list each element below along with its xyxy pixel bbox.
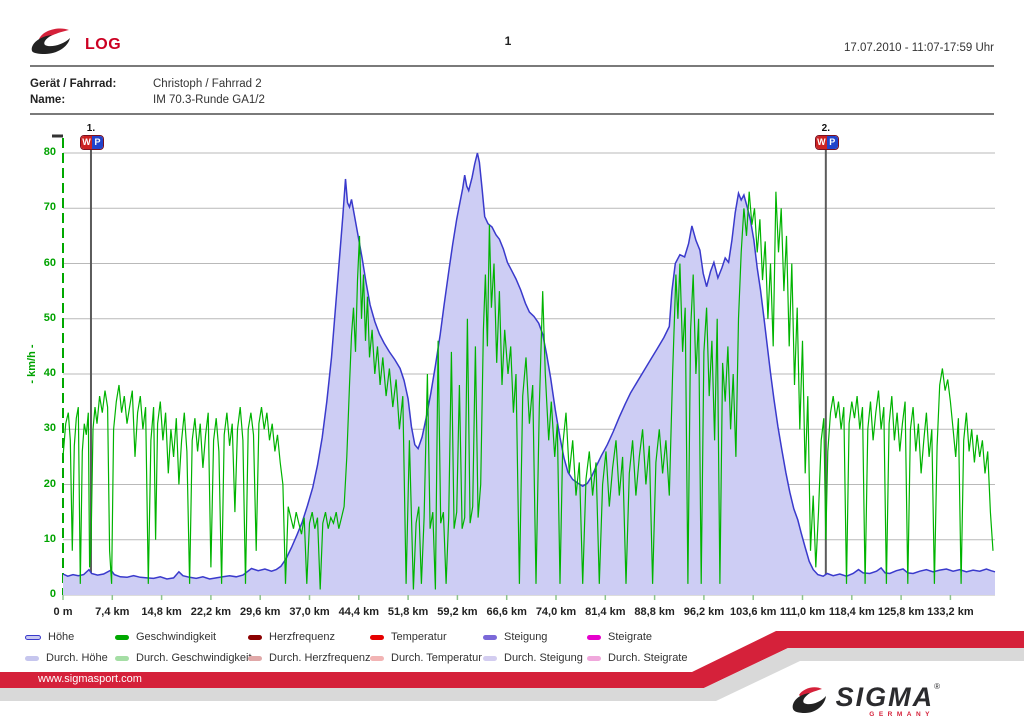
device-value: Christoph / Fahrrad 2 bbox=[153, 78, 262, 90]
legend-label: Durch. Steigrate bbox=[608, 652, 688, 664]
legend-swatch bbox=[115, 634, 129, 640]
y-axis-title: - km/h - bbox=[26, 344, 38, 384]
legend-item: Durch. Herzfrequenz bbox=[248, 652, 371, 664]
legend-label: Durch. Herzfrequenz bbox=[269, 652, 371, 664]
x-tick-label: 66,6 km bbox=[486, 606, 527, 618]
header-divider bbox=[30, 65, 994, 67]
legend-item: Steigrate bbox=[587, 631, 652, 643]
legend-swatch bbox=[587, 634, 601, 640]
waypoint-number: 1. bbox=[86, 123, 96, 134]
device-label: Gerät / Fahrrad: bbox=[30, 78, 117, 90]
x-tick-label: 111,0 km bbox=[779, 606, 826, 618]
x-tick-label: 96,2 km bbox=[683, 606, 725, 618]
x-tick-label: 103,6 km bbox=[729, 606, 777, 618]
x-tick-label: 37,0 km bbox=[289, 606, 330, 618]
x-tick-label: 133,2 km bbox=[927, 606, 974, 618]
legend-swatch bbox=[483, 634, 497, 640]
legend-item: Steigung bbox=[483, 631, 547, 643]
x-tick-label: 59,2 km bbox=[437, 606, 478, 618]
x-tick-label: 88,8 km bbox=[634, 606, 675, 618]
legend-swatch bbox=[248, 634, 262, 640]
legend-item: Geschwindigkeit bbox=[115, 631, 216, 643]
x-tick-label: 74,0 km bbox=[535, 606, 577, 618]
elevation-line bbox=[62, 152, 996, 580]
legend-swatch bbox=[370, 655, 384, 661]
waypoint-badge-w: W bbox=[80, 136, 92, 149]
legend-item: Herzfrequenz bbox=[248, 631, 335, 643]
elevation-area bbox=[63, 153, 995, 595]
legend-label: Durch. Geschwindigkeit bbox=[136, 652, 252, 664]
legend-item: Durch. Höhe bbox=[25, 652, 108, 664]
legend-swatch bbox=[587, 655, 601, 661]
sigma-logo-icon bbox=[31, 28, 70, 54]
page-number: 1 bbox=[504, 34, 512, 48]
page-title: LOG bbox=[85, 36, 122, 53]
y-tick-label: 30 bbox=[43, 422, 56, 435]
waypoint-badge-p: P bbox=[91, 136, 103, 149]
legend-swatch bbox=[370, 634, 384, 640]
sigma-footer-wordmark: SIGMA® GERMANY bbox=[835, 682, 940, 718]
y-tick-label: 60 bbox=[43, 256, 56, 269]
y-tick-label: 0 bbox=[49, 588, 56, 600]
brand-name: SIGMA bbox=[835, 682, 935, 712]
waypoint-badge-p: P bbox=[826, 136, 838, 149]
sigma-footer-logo: SIGMA® GERMANY bbox=[790, 682, 940, 718]
legend-label: Durch. Höhe bbox=[46, 652, 108, 664]
x-tick-label: 44,4 km bbox=[338, 606, 379, 618]
footer-swoosh-band bbox=[0, 631, 1024, 701]
legend-item: Durch. Steigrate bbox=[587, 652, 687, 664]
x-tick-label: 51,8 km bbox=[387, 606, 429, 618]
x-tick-label: 14,8 km bbox=[141, 606, 182, 618]
header-datetime: 17.07.2010 - 11:07-17:59 Uhr bbox=[843, 42, 994, 54]
legend-item: Höhe bbox=[25, 631, 74, 643]
name-value: IM 70.3-Runde GA1/2 bbox=[153, 94, 265, 106]
x-tick-label: 118,4 km bbox=[828, 606, 875, 618]
legend-swatch bbox=[115, 655, 129, 661]
sigma-footer-logo-icon bbox=[792, 687, 826, 713]
legend-label: Geschwindigkeit bbox=[136, 631, 217, 643]
legend-item: Temperatur bbox=[370, 631, 447, 643]
legend-item: Durch. Steigung bbox=[483, 652, 583, 664]
legend-label: Steigung bbox=[504, 631, 548, 643]
log-chart: - km/h - 0 10 20 30 40 50 60 70 80 0 m 7,4 km 14,8 … bbox=[0, 120, 1024, 625]
y-tick-label: 10 bbox=[43, 532, 56, 545]
speed-line bbox=[62, 191, 994, 590]
legend-label: Höhe bbox=[48, 631, 75, 643]
legend-label: Steigrate bbox=[608, 631, 653, 643]
legend-label: Herzfrequenz bbox=[269, 631, 336, 643]
y-tick-label: 40 bbox=[43, 367, 56, 379]
legend-item: Durch. Geschwindigkeit bbox=[115, 652, 252, 664]
brand-country: GERMANY bbox=[869, 711, 934, 718]
legend-swatch bbox=[25, 634, 41, 640]
legend-label: Durch. Temperatur bbox=[391, 652, 482, 664]
x-tick-label: 81,4 km bbox=[585, 606, 626, 618]
y-tick-label: 20 bbox=[43, 477, 56, 490]
legend-swatch bbox=[25, 655, 39, 661]
x-tick-label: 0 m bbox=[53, 606, 73, 618]
y-tick-label: 80 bbox=[43, 146, 56, 158]
x-tick-label: 125,8 km bbox=[877, 606, 925, 618]
legend-swatch bbox=[483, 655, 497, 661]
legend-item: Durch. Temperatur bbox=[370, 652, 482, 664]
legend-label: Durch. Steigung bbox=[504, 652, 583, 664]
chart-plot bbox=[52, 134, 996, 600]
info-divider bbox=[30, 113, 994, 115]
name-label: Name: bbox=[30, 94, 66, 106]
x-tick-label: 29,6 km bbox=[240, 606, 281, 618]
x-tick-label: 22,2 km bbox=[190, 606, 232, 618]
y-tick-label: 70 bbox=[43, 201, 56, 214]
waypoint-number: 2. bbox=[821, 123, 830, 134]
x-tick-label: 7,4 km bbox=[95, 606, 130, 618]
waypoint-badge-w: W bbox=[815, 136, 827, 149]
legend-swatch bbox=[248, 655, 262, 661]
website-link[interactable]: www.sigmasport.com bbox=[38, 673, 142, 685]
y-tick-label: 50 bbox=[43, 311, 56, 324]
registered-mark: ® bbox=[934, 682, 940, 691]
legend-label: Temperatur bbox=[391, 631, 447, 643]
